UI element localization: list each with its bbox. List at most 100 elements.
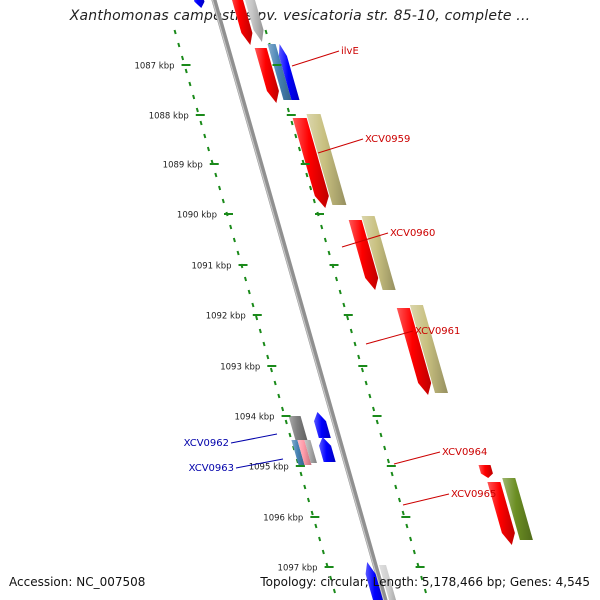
gene-xcv0963-steel[interactable]: [291, 440, 306, 467]
ruler-right-dot: [368, 393, 372, 399]
ruler-left-dot: [306, 497, 311, 503]
ruler-right-dot: [342, 302, 346, 308]
gene-track[interactable]: [191, 0, 533, 600]
ruler-left-dot: [332, 588, 336, 594]
gene-labels[interactable]: ilvE XCV0959 XCV0960 XCV0961 XCV0962 XCV0963 X…: [184, 46, 497, 506]
gene-label-leader: [235, 458, 284, 469]
gene-bottom-gray[interactable]: [379, 565, 399, 600]
gene-label-leader: [317, 138, 364, 154]
ruler-right-dot: [320, 224, 324, 230]
gene-xcv0963-gray[interactable]: [304, 440, 317, 463]
gene-xcv0965[interactable]: [487, 482, 515, 545]
ruler-left-dot: [292, 445, 296, 451]
gene-xcv0960-cds[interactable]: [361, 216, 396, 290]
ruler-right-dot: [338, 289, 342, 295]
ruler-right-dot: [397, 497, 402, 503]
scale-tick-label: 1089 kbp: [163, 161, 203, 171]
ruler-left-dot: [266, 354, 270, 360]
ruler-right-dot: [294, 133, 298, 139]
topology-text: Topology: circular; Length: 5,178,466 bp…: [260, 575, 590, 589]
gene-xcv0963-blue[interactable]: [319, 437, 336, 462]
scale-tick-label: 1096 kbp: [263, 514, 303, 524]
ruler-right-dot: [383, 445, 387, 451]
gene-steelblue[interactable]: [267, 44, 292, 100]
scale-tick-label: 1088 kbp: [149, 112, 189, 122]
gene-xcv0961-cds[interactable]: [409, 305, 449, 393]
ruler-right-dot: [423, 588, 427, 594]
gene-top-gray[interactable]: [242, 0, 264, 42]
scale-tick-label: 1097 kbp: [278, 564, 318, 574]
gene-label-leader: [393, 451, 441, 465]
map-title: Xanthomonas campestris pv. vesicatoria s…: [69, 8, 531, 24]
gene-top-red[interactable]: [229, 0, 253, 45]
ruler-left-dot: [299, 471, 303, 477]
gene-ilve[interactable]: [254, 48, 279, 103]
ruler-right-dot: [364, 380, 368, 386]
ruler-left-dot: [277, 393, 281, 399]
gene-xcv0963-pink[interactable]: [297, 440, 312, 465]
backbone-line: [211, 0, 388, 600]
ruler-right-dot: [305, 172, 309, 178]
ruler-right-dot: [386, 458, 390, 464]
gene-xcv0964[interactable]: [478, 465, 493, 478]
ruler-left-dot: [177, 42, 181, 48]
scale-tick-label: 1092 kbp: [206, 312, 246, 322]
ruler-right-dot: [353, 341, 357, 347]
ruler-left-dot: [310, 510, 314, 516]
gene-xcv0961[interactable]: [396, 308, 432, 395]
gene-xcv0960[interactable]: [348, 220, 379, 290]
gene-top-blue[interactable]: [191, 0, 205, 8]
gene-label-ilve[interactable]: ilvE: [341, 46, 359, 57]
gene-bottom-blue[interactable]: [365, 562, 386, 600]
gene-label-xcv0962[interactable]: XCV0962: [184, 438, 229, 449]
ruler-right-dot: [412, 549, 416, 555]
ruler-left-dot: [329, 575, 333, 581]
ruler-left-dot: [247, 289, 251, 295]
ruler-left-dot: [321, 549, 325, 555]
ruler-left-dot: [281, 406, 285, 412]
gene-xcv0965-cds[interactable]: [502, 478, 533, 540]
ruler-right-dot: [323, 237, 327, 243]
ruler-right-dot: [312, 198, 316, 204]
gene-label-xcv0963[interactable]: XCV0963: [189, 463, 234, 474]
gene-label-xcv0960[interactable]: XCV0960: [390, 228, 435, 239]
ruler-right-dot: [405, 523, 409, 529]
ruler-left-dot: [262, 341, 266, 347]
ruler-right-dot: [420, 575, 424, 581]
ruler-left-dot: [258, 328, 262, 334]
ruler-right-dot: [264, 29, 268, 35]
ruler-left-dot: [173, 29, 177, 35]
gene-blue-reverse[interactable]: [278, 44, 300, 100]
ruler-left-dot: [243, 276, 248, 282]
scale-tick-label: 1087 kbp: [134, 62, 174, 72]
gene-xcv0962-gray[interactable]: [288, 416, 308, 440]
ruler-right-dot: [390, 471, 394, 477]
ruler-right-dot: [346, 315, 350, 321]
gene-label-xcv0961[interactable]: XCV0961: [415, 326, 460, 337]
scale-tick-label: 1091 kbp: [191, 262, 231, 272]
ruler-right-dot: [309, 185, 313, 191]
ruler-right-dot: [409, 536, 413, 542]
gene-label-xcv0964[interactable]: XCV0964: [442, 447, 487, 458]
gene-xcv0959[interactable]: [292, 118, 329, 208]
ruler-left-dot: [206, 146, 210, 152]
ruler-left-dot: [218, 185, 222, 191]
gene-label-xcv0965[interactable]: XCV0965: [451, 489, 496, 500]
gene-label-xcv0959[interactable]: XCV0959: [365, 134, 410, 145]
ruler-left-dot: [255, 315, 259, 321]
ruler-right-dot: [375, 419, 379, 425]
ruler-left-dot: [314, 523, 318, 529]
ruler-right-dot: [372, 406, 376, 412]
ruler-right-dot: [327, 250, 331, 256]
scale-tick-label: 1090 kbp: [177, 211, 217, 221]
gene-xcv0962-blue[interactable]: [314, 412, 331, 438]
gene-label-leader: [230, 433, 278, 444]
ruler-right-dot: [334, 276, 339, 282]
ruler-right-dot: [401, 510, 405, 516]
ruler-left-dot: [214, 172, 218, 178]
ruler-left-dot: [221, 198, 225, 204]
ruler-left-dot: [318, 536, 322, 542]
ruler-left-dot: [188, 81, 192, 87]
gene-xcv0959-cds[interactable]: [306, 114, 347, 205]
